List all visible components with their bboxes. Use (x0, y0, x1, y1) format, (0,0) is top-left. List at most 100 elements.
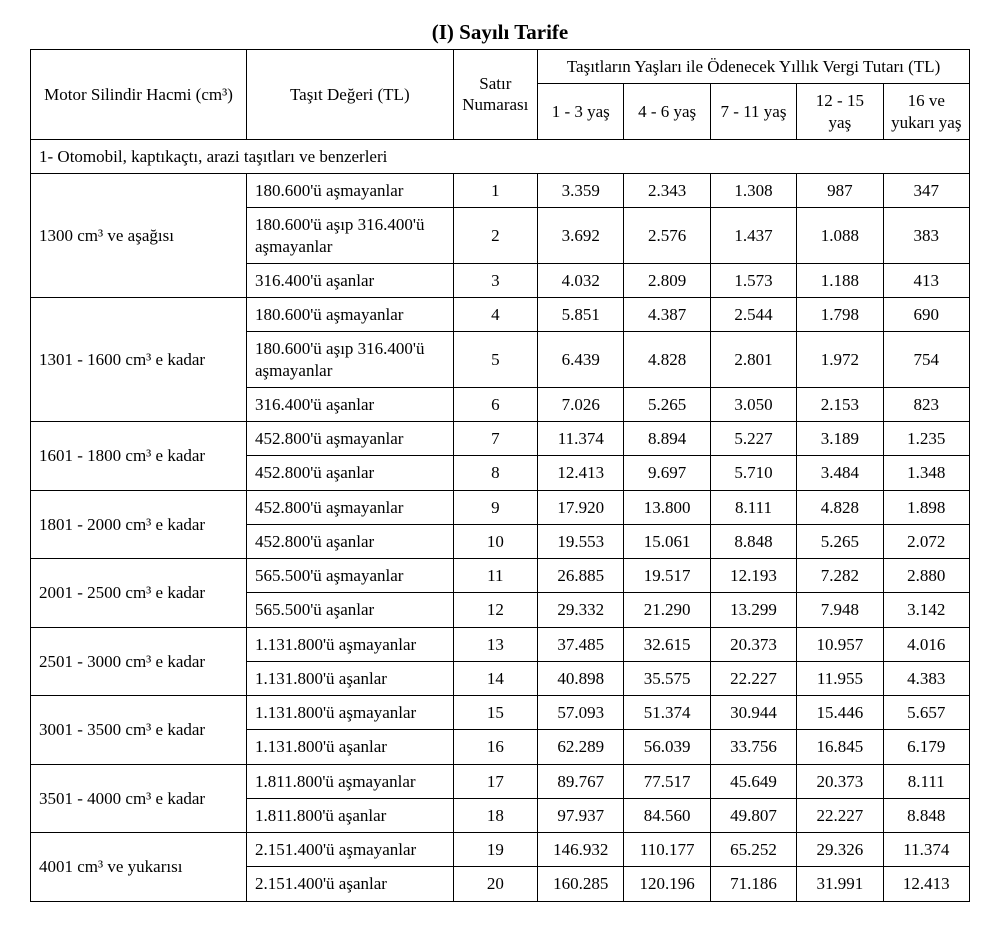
amount-cell: 1.573 (710, 263, 796, 297)
amount-cell: 30.944 (710, 696, 796, 730)
amount-cell: 690 (883, 298, 969, 332)
amount-cell: 3.142 (883, 593, 969, 627)
header-age-2: 7 - 11 yaş (710, 84, 796, 140)
amount-cell: 160.285 (538, 867, 624, 901)
amount-cell: 4.387 (624, 298, 710, 332)
amount-cell: 3.359 (538, 174, 624, 208)
amount-cell: 5.265 (797, 524, 883, 558)
table-row: 2501 - 3000 cm³ e kadar1.131.800'ü aşmay… (31, 627, 970, 661)
value-cell: 316.400'ü aşanlar (246, 387, 453, 421)
table-title: (I) Sayılı Tarife (30, 20, 970, 45)
amount-cell: 10.957 (797, 627, 883, 661)
amount-cell: 35.575 (624, 661, 710, 695)
amount-cell: 3.189 (797, 422, 883, 456)
amount-cell: 5.851 (538, 298, 624, 332)
section-label: 1- Otomobil, kaptıkaçtı, arazi taşıtları… (31, 139, 970, 173)
value-cell: 452.800'ü aşanlar (246, 456, 453, 490)
amount-cell: 2.072 (883, 524, 969, 558)
amount-cell: 2.576 (624, 208, 710, 264)
amount-cell: 11.955 (797, 661, 883, 695)
header-value: Taşıt Değeri (TL) (246, 50, 453, 140)
amount-cell: 347 (883, 174, 969, 208)
amount-cell: 5.227 (710, 422, 796, 456)
value-cell: 565.500'ü aşanlar (246, 593, 453, 627)
row-number-cell: 14 (453, 661, 538, 695)
value-cell: 1.811.800'ü aşmayanlar (246, 764, 453, 798)
amount-cell: 7.026 (538, 387, 624, 421)
amount-cell: 56.039 (624, 730, 710, 764)
amount-cell: 9.697 (624, 456, 710, 490)
amount-cell: 2.343 (624, 174, 710, 208)
table-row: 2001 - 2500 cm³ e kadar565.500'ü aşmayan… (31, 559, 970, 593)
amount-cell: 77.517 (624, 764, 710, 798)
value-cell: 452.800'ü aşanlar (246, 524, 453, 558)
amount-cell: 120.196 (624, 867, 710, 901)
amount-cell: 22.227 (797, 798, 883, 832)
value-cell: 180.600'ü aşmayanlar (246, 174, 453, 208)
engine-cell: 1301 - 1600 cm³ e kadar (31, 298, 247, 422)
amount-cell: 2.880 (883, 559, 969, 593)
row-number-cell: 8 (453, 456, 538, 490)
amount-cell: 3.050 (710, 387, 796, 421)
amount-cell: 71.186 (710, 867, 796, 901)
value-cell: 1.131.800'ü aşmayanlar (246, 696, 453, 730)
amount-cell: 11.374 (538, 422, 624, 456)
engine-cell: 4001 cm³ ve yukarısı (31, 833, 247, 902)
amount-cell: 40.898 (538, 661, 624, 695)
amount-cell: 413 (883, 263, 969, 297)
row-number-cell: 18 (453, 798, 538, 832)
amount-cell: 1.188 (797, 263, 883, 297)
amount-cell: 29.326 (797, 833, 883, 867)
engine-cell: 1300 cm³ ve aşağısı (31, 174, 247, 298)
value-cell: 452.800'ü aşmayanlar (246, 490, 453, 524)
amount-cell: 20.373 (710, 627, 796, 661)
amount-cell: 2.153 (797, 387, 883, 421)
amount-cell: 57.093 (538, 696, 624, 730)
table-row: 1301 - 1600 cm³ e kadar180.600'ü aşmayan… (31, 298, 970, 332)
amount-cell: 5.265 (624, 387, 710, 421)
amount-cell: 65.252 (710, 833, 796, 867)
header-age-1: 4 - 6 yaş (624, 84, 710, 140)
amount-cell: 4.828 (797, 490, 883, 524)
amount-cell: 4.016 (883, 627, 969, 661)
header-age-0: 1 - 3 yaş (538, 84, 624, 140)
amount-cell: 5.657 (883, 696, 969, 730)
amount-cell: 8.111 (710, 490, 796, 524)
value-cell: 180.600'ü aşıp 316.400'ü aşmayanlar (246, 208, 453, 264)
amount-cell: 1.898 (883, 490, 969, 524)
amount-cell: 15.446 (797, 696, 883, 730)
amount-cell: 84.560 (624, 798, 710, 832)
amount-cell: 754 (883, 332, 969, 388)
row-number-cell: 7 (453, 422, 538, 456)
value-cell: 452.800'ü aşmayanlar (246, 422, 453, 456)
amount-cell: 62.289 (538, 730, 624, 764)
table-body: 1- Otomobil, kaptıkaçtı, arazi taşıtları… (31, 139, 970, 901)
amount-cell: 37.485 (538, 627, 624, 661)
amount-cell: 17.920 (538, 490, 624, 524)
amount-cell: 21.290 (624, 593, 710, 627)
amount-cell: 1.348 (883, 456, 969, 490)
amount-cell: 49.807 (710, 798, 796, 832)
amount-cell: 20.373 (797, 764, 883, 798)
amount-cell: 22.227 (710, 661, 796, 695)
amount-cell: 13.299 (710, 593, 796, 627)
amount-cell: 31.991 (797, 867, 883, 901)
section-row: 1- Otomobil, kaptıkaçtı, arazi taşıtları… (31, 139, 970, 173)
header-age-title: Taşıtların Yaşları ile Ödenecek Yıllık V… (538, 50, 970, 84)
amount-cell: 12.413 (883, 867, 969, 901)
value-cell: 180.600'ü aşmayanlar (246, 298, 453, 332)
engine-cell: 1601 - 1800 cm³ e kadar (31, 422, 247, 491)
row-number-cell: 5 (453, 332, 538, 388)
tariff-table: Motor Silindir Hacmi (cm³) Taşıt Değeri … (30, 49, 970, 902)
amount-cell: 987 (797, 174, 883, 208)
amount-cell: 1.437 (710, 208, 796, 264)
row-number-cell: 11 (453, 559, 538, 593)
amount-cell: 146.932 (538, 833, 624, 867)
value-cell: 316.400'ü aşanlar (246, 263, 453, 297)
amount-cell: 1.798 (797, 298, 883, 332)
amount-cell: 32.615 (624, 627, 710, 661)
value-cell: 180.600'ü aşıp 316.400'ü aşmayanlar (246, 332, 453, 388)
amount-cell: 19.517 (624, 559, 710, 593)
engine-cell: 2001 - 2500 cm³ e kadar (31, 559, 247, 628)
amount-cell: 12.193 (710, 559, 796, 593)
